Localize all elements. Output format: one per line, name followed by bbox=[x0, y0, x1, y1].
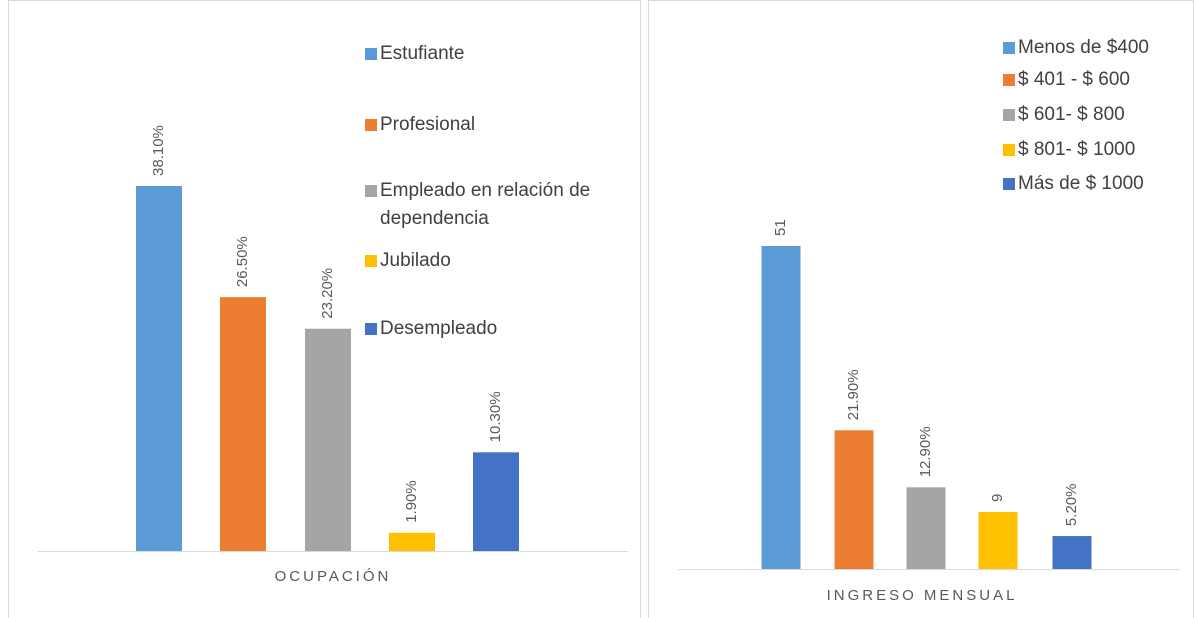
data-label: 5.20% bbox=[1063, 484, 1080, 527]
legend-label: Estufiante bbox=[380, 43, 465, 64]
legend-label: Profesional bbox=[380, 114, 476, 135]
bar bbox=[473, 452, 519, 551]
legend-label: Empleado en relación de dependencia bbox=[380, 180, 591, 229]
legend-swatch bbox=[365, 255, 377, 267]
bar bbox=[136, 186, 182, 551]
data-label: 21.90% bbox=[845, 369, 862, 420]
data-label: 51 bbox=[772, 219, 789, 236]
legend-label: $ 801- $ 1000 bbox=[1018, 139, 1136, 160]
bar bbox=[305, 328, 351, 551]
legend-swatch bbox=[365, 119, 377, 131]
data-label: 12.90% bbox=[917, 426, 934, 477]
bar bbox=[220, 297, 266, 551]
legend-entry: Profesional bbox=[380, 114, 476, 135]
legend-swatch bbox=[1003, 144, 1015, 156]
data-label: 1.90% bbox=[403, 480, 420, 523]
legend-entry: $ 401 - $ 600 bbox=[1018, 69, 1130, 90]
legend-label: Desempleado bbox=[380, 318, 498, 339]
legend-swatch bbox=[1003, 74, 1015, 86]
legend-label: Jubilado bbox=[380, 250, 451, 271]
legend-entry: Estufiante bbox=[380, 43, 465, 64]
legend-swatch bbox=[1003, 178, 1015, 190]
legend-label: $ 401 - $ 600 bbox=[1018, 69, 1130, 90]
bar bbox=[761, 246, 801, 569]
legend-entry: $ 601- $ 800 bbox=[1018, 104, 1125, 125]
data-label: 23.20% bbox=[319, 268, 336, 319]
bar bbox=[389, 532, 435, 551]
bar bbox=[906, 487, 946, 569]
bar bbox=[1052, 536, 1092, 569]
legend-entry: Jubilado bbox=[380, 250, 451, 271]
bar bbox=[978, 512, 1018, 569]
legend-entry: Más de $ 1000 bbox=[1018, 173, 1144, 194]
legend-swatch bbox=[365, 48, 377, 60]
legend-swatch bbox=[365, 323, 377, 335]
left-panel bbox=[8, 0, 641, 618]
bar bbox=[834, 430, 874, 569]
data-label: 38.10% bbox=[150, 125, 167, 176]
legend-swatch bbox=[1003, 109, 1015, 121]
data-label: 9 bbox=[989, 494, 1006, 502]
legend-label: Menos de $400 bbox=[1018, 37, 1149, 58]
x-axis-title: OCUPACIÓN bbox=[275, 568, 392, 585]
legend-entry: Empleado en relación de dependencia bbox=[380, 180, 591, 229]
legend-label: $ 601- $ 800 bbox=[1018, 104, 1125, 125]
data-label: 10.30% bbox=[487, 391, 504, 442]
legend-entry: Desempleado bbox=[380, 318, 498, 339]
legend-swatch bbox=[365, 185, 377, 197]
data-label: 26.50% bbox=[234, 236, 251, 287]
legend-swatch bbox=[1003, 42, 1015, 54]
legend-entry: Menos de $400 bbox=[1018, 37, 1149, 58]
legend-label: Más de $ 1000 bbox=[1018, 173, 1144, 194]
x-axis-title: INGRESO MENSUAL bbox=[827, 587, 1018, 604]
legend-entry: $ 801- $ 1000 bbox=[1018, 139, 1136, 160]
